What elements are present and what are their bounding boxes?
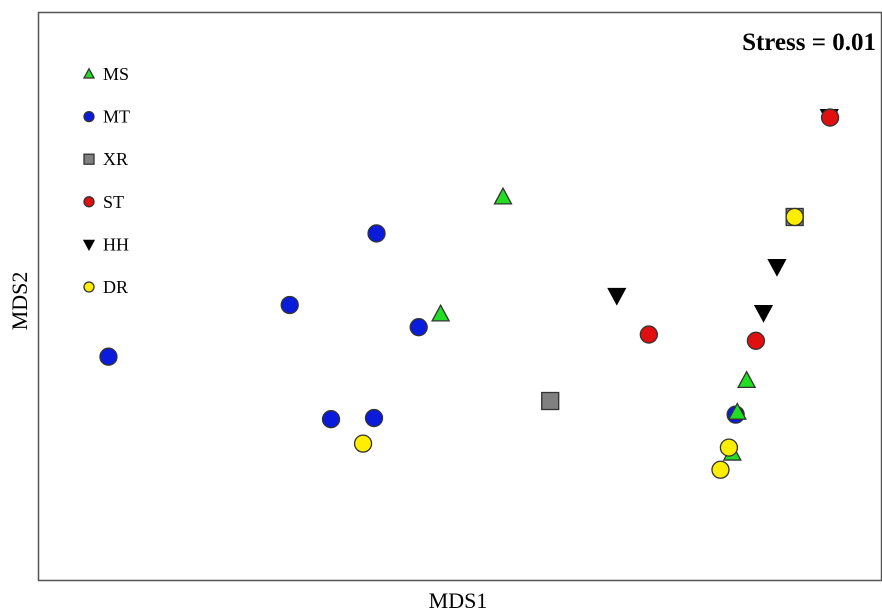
point-st xyxy=(820,108,840,127)
point-hh xyxy=(607,287,627,306)
point-mt xyxy=(99,347,118,366)
legend-label-xr: XR xyxy=(103,149,128,169)
point-st xyxy=(639,325,658,344)
point-xr xyxy=(541,391,560,411)
legend-label-st: ST xyxy=(103,192,124,212)
point-ms xyxy=(727,402,747,420)
point-mt xyxy=(409,318,428,337)
legend-marker-dr xyxy=(83,281,95,293)
point-ms xyxy=(737,370,757,389)
point-hh xyxy=(767,258,787,277)
legend-label-dr: DR xyxy=(103,277,128,297)
point-mt xyxy=(364,408,384,428)
point-mt xyxy=(367,224,386,243)
legend-marker-hh xyxy=(82,239,96,252)
x-axis-label: MDS1 xyxy=(429,588,488,612)
stress-annotation: Stress = 0.01 xyxy=(742,29,876,56)
legend-label-mt: MT xyxy=(103,107,130,127)
point-hh xyxy=(753,304,774,323)
point-st xyxy=(746,331,766,350)
legend: MS MT XR ST HH DR xyxy=(82,64,130,297)
legend-marker-ms xyxy=(82,67,96,79)
legend-label-hh: HH xyxy=(103,234,129,254)
point-ms xyxy=(493,186,513,205)
point-mt xyxy=(280,295,299,315)
point-dr xyxy=(785,207,804,227)
plot-frame xyxy=(37,11,882,582)
legend-marker-st xyxy=(83,196,95,208)
legend-marker-mt xyxy=(83,110,95,123)
legend-marker-xr xyxy=(83,153,95,165)
legend-label-ms: MS xyxy=(103,64,129,84)
data-marks xyxy=(99,108,840,479)
point-dr xyxy=(711,460,730,479)
point-dr xyxy=(719,438,739,457)
point-mt xyxy=(321,410,341,429)
point-dr xyxy=(353,434,373,453)
point-ms xyxy=(431,303,451,322)
y-axis-label: MDS2 xyxy=(7,272,32,331)
